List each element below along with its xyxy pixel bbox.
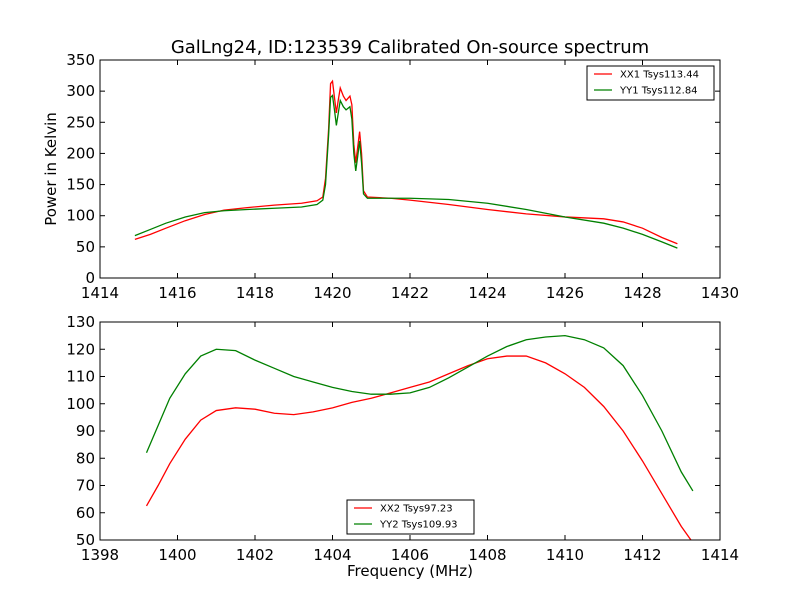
y-tick-label: 130	[66, 313, 95, 331]
x-tick-label: 1420	[313, 284, 351, 302]
x-tick-label: 1430	[701, 284, 739, 302]
bottom-x-ticks: 1398 1400 1402 1404 1406 1408 1410 1412 1414	[81, 322, 739, 564]
top-series-layer	[134, 79, 678, 249]
x-axis-label: Frequency (MHz)	[347, 562, 473, 580]
y-tick-label: 120	[66, 340, 95, 358]
x-tick-label: 1426	[546, 284, 584, 302]
bottom-y-ticks: 50 60 70 80 90 100 110 120 130	[66, 313, 720, 549]
y-tick-label: 50	[76, 531, 95, 549]
bottom-spectrum-panel: 1398 1400 1402 1404 1406 1408 1410 1412 1414 50 6…	[66, 313, 739, 564]
bottom-legend-label-yy2: YY2 Tsys109.93	[379, 520, 458, 531]
x-tick-label: 1398	[81, 546, 119, 564]
x-tick-label: 1414	[701, 546, 739, 564]
y-tick-label: 250	[66, 113, 95, 131]
y-tick-label: 100	[66, 395, 95, 413]
y-tick-label: 80	[76, 449, 95, 467]
x-tick-label: 1408	[468, 546, 506, 564]
figure-title: GalLng24, ID:123539 Calibrated On-source…	[171, 37, 649, 58]
bottom-series-line-yy	[145, 334, 694, 492]
bottom-series-layer	[145, 334, 694, 540]
top-y-axis-label: Power in Kelvin	[42, 112, 60, 226]
x-tick-label: 1416	[158, 284, 196, 302]
top-legend: XX1 Tsys113.44 YY1 Tsys112.84	[586, 65, 715, 101]
y-tick-label: 300	[66, 82, 95, 100]
y-tick-label: 60	[76, 504, 95, 522]
y-tick-label: 110	[66, 368, 95, 386]
bottom-legend: XX2 Tsys97.23 YY2 Tsys109.93	[346, 499, 475, 535]
y-tick-label: 70	[76, 477, 95, 495]
x-tick-label: 1424	[468, 284, 506, 302]
y-tick-label: 150	[66, 176, 95, 194]
top-legend-label-yy1: YY1 Tsys112.84	[619, 86, 698, 97]
top-spectrum-panel: 1414 1416 1418 1420 1422 1424 1426 1428 1430 0 50…	[42, 51, 739, 302]
x-tick-label: 1422	[391, 284, 429, 302]
y-tick-label: 50	[76, 238, 95, 256]
y-tick-label: 100	[66, 207, 95, 225]
top-series-line-xx	[134, 79, 678, 245]
y-tick-label: 350	[66, 51, 95, 69]
bottom-legend-box	[346, 499, 475, 535]
x-tick-label: 1428	[623, 284, 661, 302]
top-series-line-yy	[134, 94, 678, 249]
bottom-legend-label-xx2: XX2 Tsys97.23	[380, 504, 453, 515]
top-y-ticks: 0 50 100 150 200 250 300 350	[66, 51, 720, 287]
x-tick-label: 1410	[546, 546, 584, 564]
top-legend-box	[586, 65, 715, 101]
y-tick-label: 0	[85, 269, 95, 287]
y-tick-label: 200	[66, 144, 95, 162]
x-tick-label: 1412	[623, 546, 661, 564]
top-legend-label-xx1: XX1 Tsys113.44	[620, 70, 699, 81]
bottom-series-line-xx	[145, 355, 692, 540]
top-x-ticks: 1414 1416 1418 1420 1422 1424 1426 1428 1430	[81, 60, 739, 302]
x-tick-label: 1414	[81, 284, 119, 302]
x-tick-label: 1418	[236, 284, 274, 302]
x-tick-label: 1400	[158, 546, 196, 564]
x-tick-label: 1406	[391, 546, 429, 564]
y-tick-label: 90	[76, 422, 95, 440]
x-tick-label: 1402	[236, 546, 274, 564]
x-tick-label: 1404	[313, 546, 351, 564]
